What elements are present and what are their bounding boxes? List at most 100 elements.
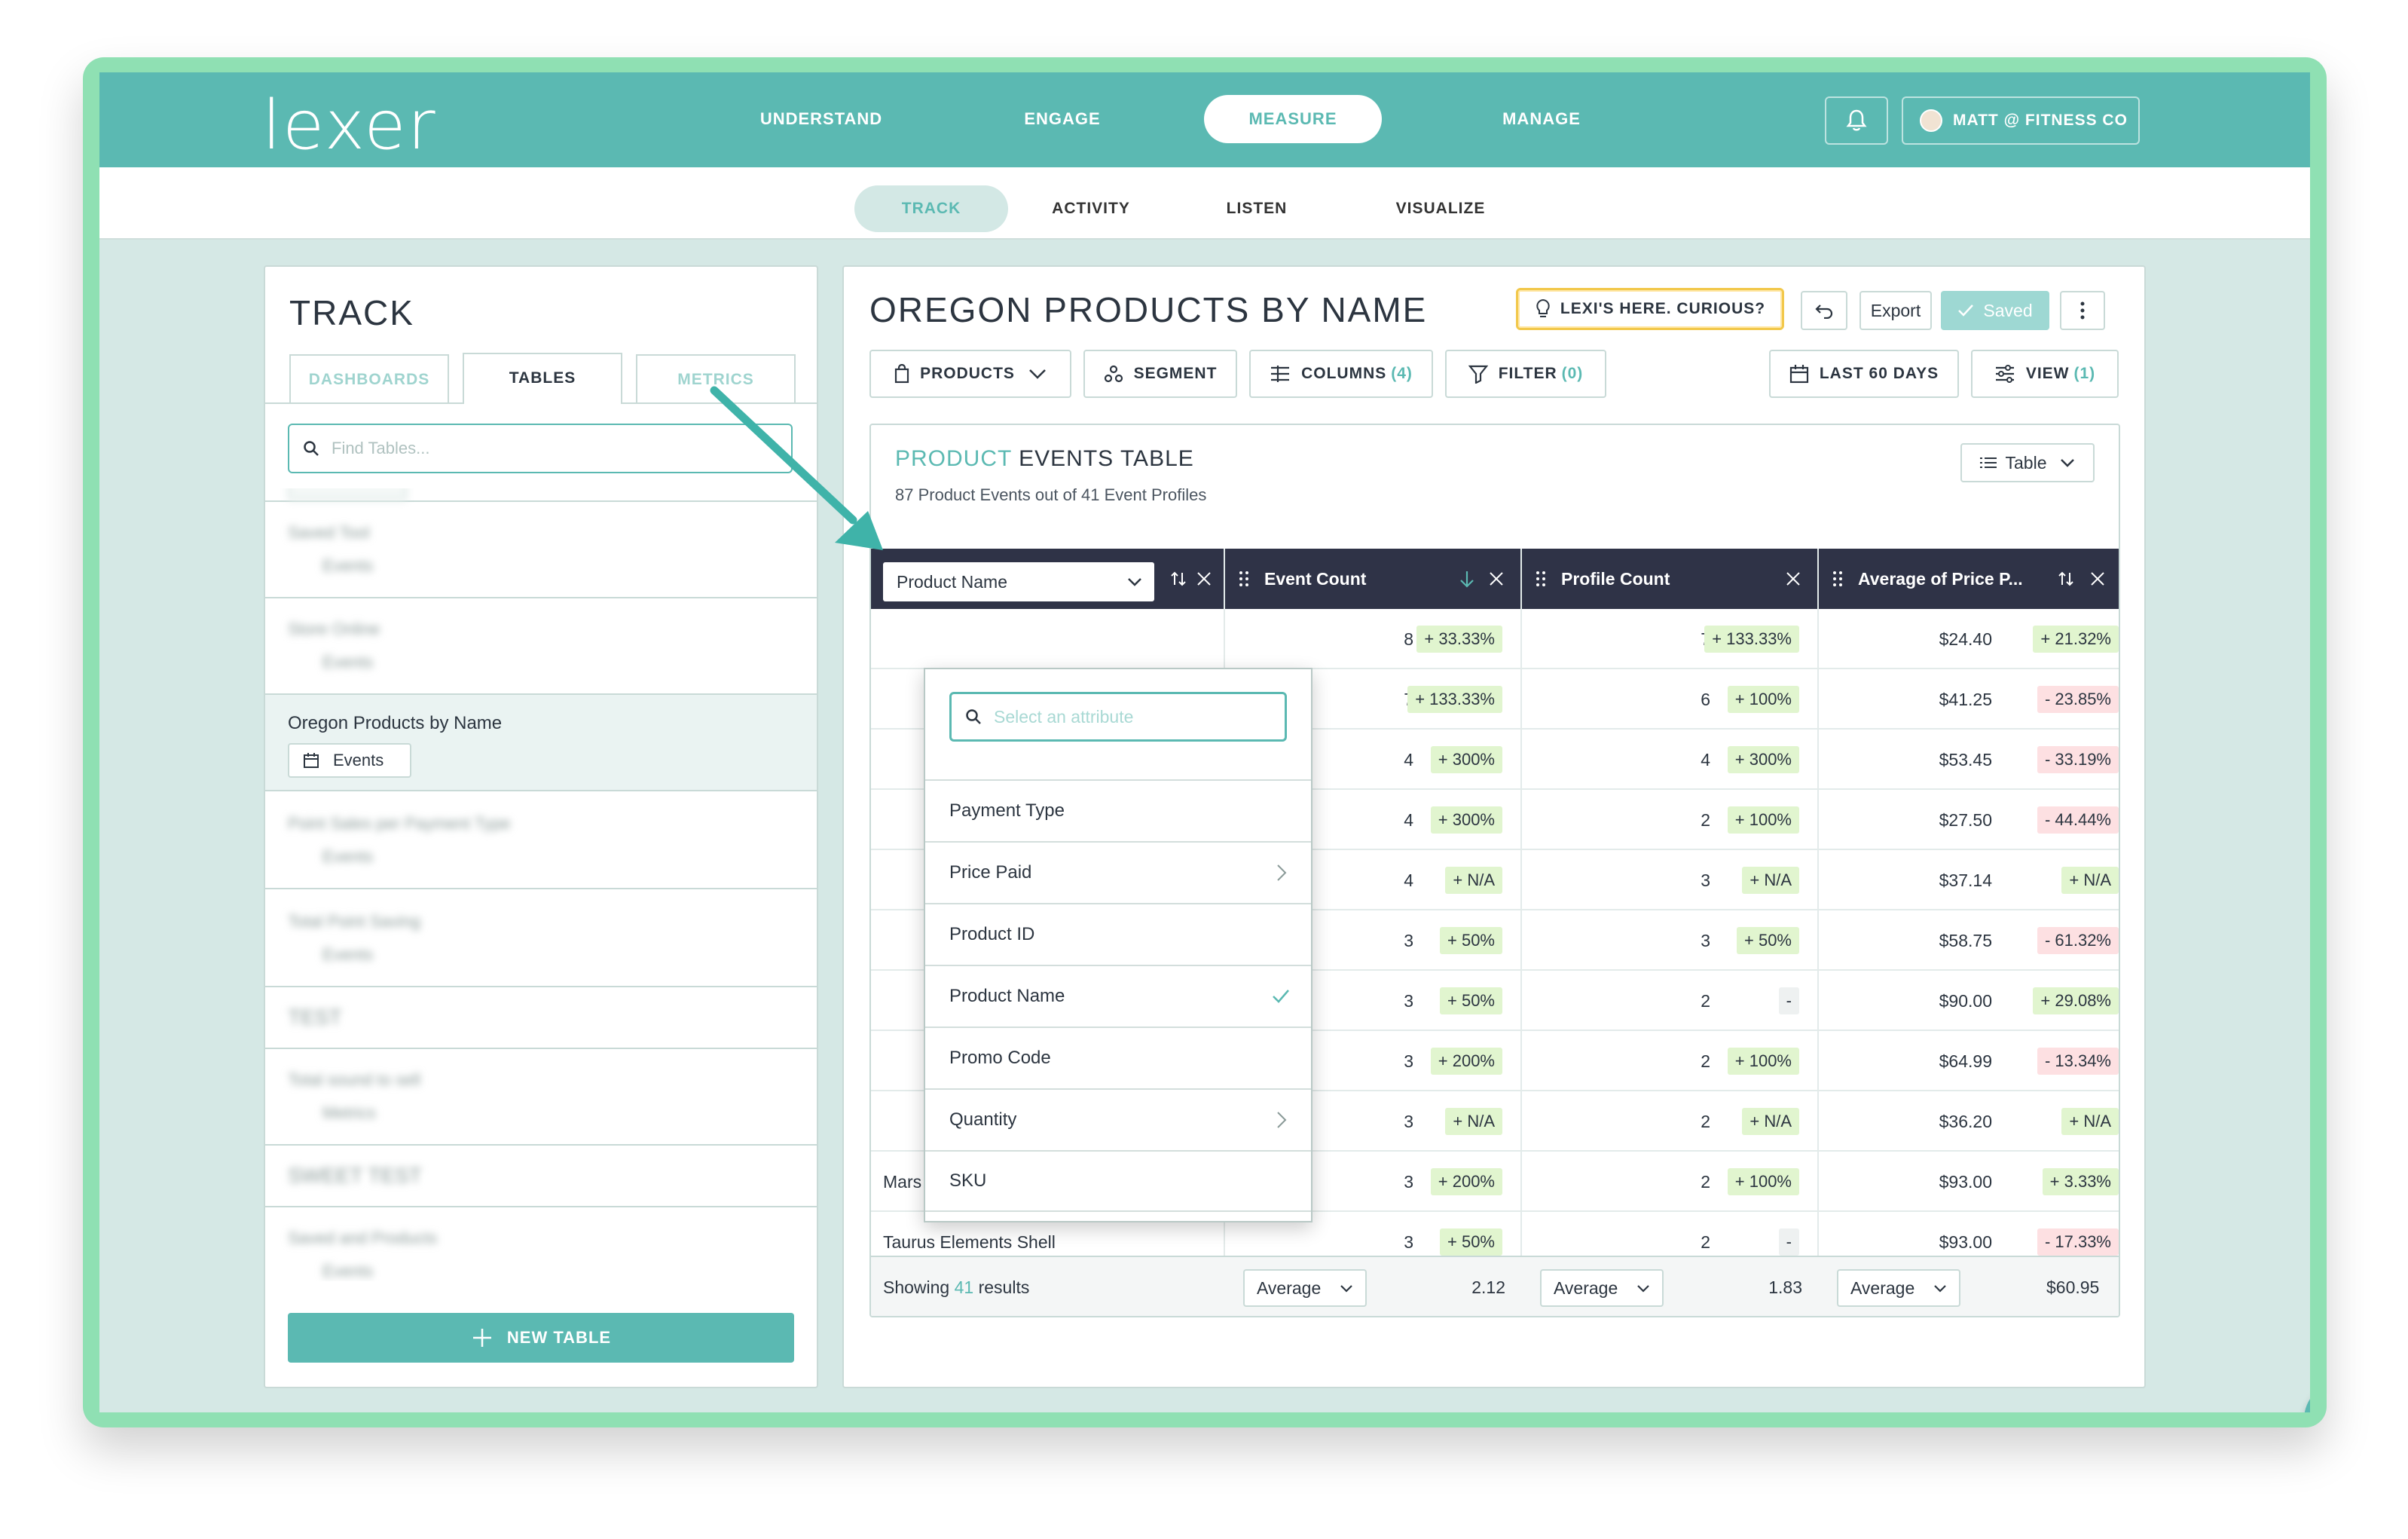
filter-button[interactable]: FILTER (0) <box>1445 350 1606 398</box>
list-item[interactable]: Point Sales per Payment Type Events <box>265 791 817 889</box>
chevron-down-icon <box>1128 578 1141 586</box>
table-row[interactable]: 3 + N/A 2 + N/A $36.20 + N/A <box>871 1091 2119 1152</box>
showing-suffix: results <box>978 1277 1030 1297</box>
attribute-search[interactable] <box>949 692 1287 742</box>
event-count-cell: 3 <box>1404 1111 1413 1131</box>
list-item-selected[interactable]: Oregon Products by Name Events <box>265 695 817 791</box>
products-dropdown[interactable]: PRODUCTS <box>869 350 1071 398</box>
table-footer: Showing 41 results Average 2.12 Average … <box>871 1256 2119 1316</box>
table-row[interactable]: 4 + 300% 4 + 300% $53.45 - 33.19% <box>871 730 2119 790</box>
plus-icon <box>472 1329 491 1347</box>
nav-measure[interactable]: MEASURE <box>1204 95 1382 143</box>
subnav-track[interactable]: TRACK <box>854 185 1008 232</box>
export-button[interactable]: Export <box>1859 291 1932 330</box>
subnav-listen[interactable]: LISTEN <box>1226 200 1288 217</box>
saved-button[interactable]: Saved <box>1941 291 2049 330</box>
attribute-option-selected[interactable]: Product Name <box>925 965 1311 1027</box>
list-item-label: Point Sales per Payment Type <box>288 814 511 833</box>
list-item[interactable]: Total Point Saving Events <box>265 889 817 987</box>
average-price-aggregate-select[interactable]: Average <box>1837 1269 1960 1307</box>
view-button[interactable]: VIEW (1) <box>1971 350 2119 398</box>
table-row[interactable]: 4 + N/A 3 + N/A $37.14 + N/A <box>871 850 2119 910</box>
attribute-option[interactable]: Product ID <box>925 903 1311 965</box>
view-type-select[interactable]: Table <box>1960 443 2095 482</box>
table-row[interactable]: 7+ 133.33%6+ 100%$41.25- 23.85% <box>871 669 2119 730</box>
close-icon[interactable] <box>1489 571 1504 586</box>
date-range-button[interactable]: LAST 60 DAYS <box>1769 350 1959 398</box>
attribute-option[interactable]: Payment Type <box>925 779 1311 841</box>
nav-understand[interactable]: UNDERSTAND <box>759 109 883 128</box>
find-tables-search[interactable] <box>288 424 793 473</box>
profile-count-cell: 2 <box>1701 809 1710 830</box>
columns-button[interactable]: COLUMNS (4) <box>1249 350 1433 398</box>
event-count-aggregate-select[interactable]: Average <box>1243 1269 1367 1307</box>
undo-icon <box>1815 304 1833 319</box>
profile-count-change-badge: + 100% <box>1727 1168 1799 1195</box>
window-frame: lexer UNDERSTAND ENGAGE MEASURE MANAGE M… <box>83 57 2327 1427</box>
list-item[interactable]: Total sound to sell Metrics <box>265 1049 817 1146</box>
profile-count-column-header[interactable]: Profile Count <box>1520 549 1816 609</box>
chevron-right-icon <box>1277 1112 1287 1128</box>
attribute-option[interactable]: Promo Code <box>925 1027 1311 1088</box>
table-row[interactable]: 4 + 300% 2 + 100% $27.50 - 44.44% <box>871 790 2119 850</box>
average-price-column-header[interactable]: Average of Price P... <box>1817 549 2119 609</box>
table-row[interactable]: 3 + 50% 3 + 50% $58.75 - 61.32% <box>871 910 2119 971</box>
event-count-column-header[interactable]: Event Count <box>1224 549 1519 609</box>
new-table-button[interactable]: NEW TABLE <box>288 1313 794 1363</box>
find-tables-input[interactable] <box>332 439 753 458</box>
attribute-option[interactable]: Price Paid <box>925 841 1311 903</box>
nav-manage[interactable]: MANAGE <box>1502 109 1581 128</box>
sort-icon[interactable] <box>2057 570 2075 588</box>
table-row[interactable]: 8+ 33.33% 7+ 133.33% $24.40 + 21.32% <box>871 609 2119 669</box>
undo-button[interactable] <box>1801 291 1847 330</box>
list-item[interactable]: SWEET TEST <box>265 1146 817 1207</box>
drag-handle-icon[interactable] <box>1832 571 1843 587</box>
list-item-label: SWEET TEST <box>288 1164 422 1187</box>
profile-count-cell: 6 <box>1701 689 1710 709</box>
sort-down-icon[interactable] <box>1459 570 1475 588</box>
nav-engage[interactable]: ENGAGE <box>1024 109 1101 128</box>
segment-button[interactable]: SEGMENT <box>1083 350 1237 398</box>
chevron-down-icon <box>1340 1285 1352 1293</box>
tab-tables[interactable]: TABLES <box>463 353 622 404</box>
list-item[interactable]: TEST <box>265 987 817 1049</box>
chat-launcher-button[interactable] <box>2304 1382 2310 1412</box>
drag-handle-icon[interactable] <box>1239 571 1249 587</box>
product-name-column-select[interactable]: Product Name <box>883 562 1154 601</box>
more-options-button[interactable] <box>2060 291 2105 330</box>
attribute-search-input[interactable] <box>994 706 1265 727</box>
user-menu-button[interactable]: MATT @ FITNESS CO <box>1902 96 2140 145</box>
close-icon[interactable] <box>1196 571 1212 586</box>
average-price-aggregate: $60.95 <box>2046 1277 2100 1297</box>
drag-handle-icon[interactable] <box>1536 571 1546 587</box>
list-item-label: TEST <box>288 1005 342 1029</box>
subnav-activity[interactable]: ACTIVITY <box>1052 200 1130 217</box>
notifications-button[interactable] <box>1825 96 1888 145</box>
list-item-chip-label: Events <box>322 653 374 672</box>
table-row[interactable]: 3 + 200% 2 + 100% $64.99 - 13.34% <box>871 1031 2119 1091</box>
table-row[interactable]: Taurus Elements Shell 3 + 50% 2 - $93.00 - 17.… <box>871 1212 2119 1256</box>
list-item[interactable] <box>265 488 817 502</box>
tab-dashboards[interactable]: DASHBOARDS <box>289 354 449 402</box>
profile-count-aggregate-select[interactable]: Average <box>1540 1269 1664 1307</box>
attribute-option[interactable]: Quantity <box>925 1088 1311 1150</box>
subnav-visualize[interactable]: VISUALIZE <box>1395 200 1486 217</box>
table-row[interactable]: 3 + 50% 2 - $90.00 + 29.08% <box>871 971 2119 1031</box>
attribute-option-label: Product Name <box>949 986 1065 1006</box>
table-row[interactable]: Mars HeatTech™ Pullover3+ 200%2+ 100%$93… <box>871 1152 2119 1212</box>
list-item-chip-label: Events <box>322 556 374 575</box>
list-item[interactable]: Store Online Events <box>265 598 817 695</box>
close-icon[interactable] <box>2090 571 2105 586</box>
attribute-option[interactable]: SKU <box>925 1150 1311 1212</box>
close-icon[interactable] <box>1786 571 1801 586</box>
view-label: VIEW <box>2025 365 2070 382</box>
list-item[interactable]: Saved Tool Events <box>265 502 817 598</box>
event-count-change-badge: + 300% <box>1430 746 1502 773</box>
event-count-cell: 4 <box>1404 870 1413 890</box>
list-item[interactable]: Saved and Products Events <box>265 1207 817 1281</box>
tab-metrics[interactable]: METRICS <box>636 354 796 402</box>
products-label: PRODUCTS <box>920 365 1015 382</box>
event-count-cell: 8 <box>1404 629 1413 649</box>
lexi-button[interactable]: LEXI'S HERE. CURIOUS? <box>1516 288 1784 330</box>
sort-icon[interactable] <box>1169 570 1187 588</box>
